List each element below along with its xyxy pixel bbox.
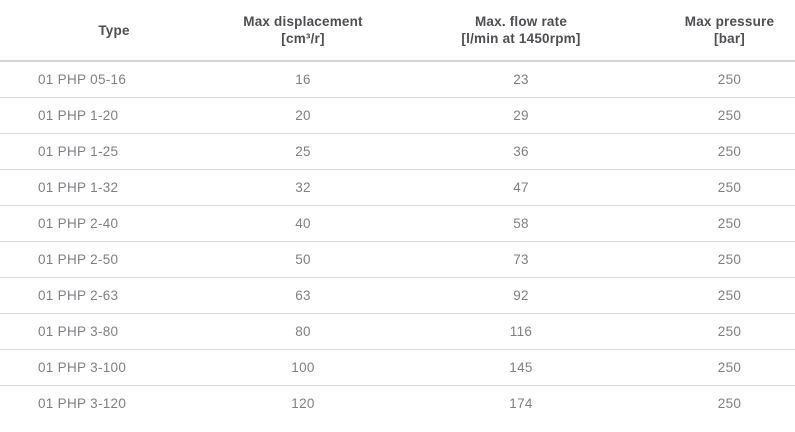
cell-flow: 174 — [509, 396, 533, 411]
cell-flow: 23 — [378, 61, 664, 98]
cell-pressure: 250 — [664, 241, 795, 278]
cell-displacement: 40 — [228, 205, 378, 242]
table-row: 01 PHP 3-120 120 174 250 — [0, 386, 795, 422]
table-row: 01 PHP 2-63 63 92 250 — [0, 277, 795, 314]
cell-type: 01 PHP 2-63 — [0, 277, 228, 314]
table-row: 01 PHP 1-32 32 47 250 — [0, 169, 795, 206]
table-row: 01 PHP 2-50 50 73 250 — [0, 241, 795, 278]
cell-displacement: 120 — [291, 396, 315, 411]
cell-displacement: 16 — [228, 61, 378, 98]
cell-type: 01 PHP 1-25 — [0, 133, 228, 170]
cell-type: 01 PHP 3-120 — [38, 396, 127, 411]
column-header-label: Max. flow rate — [474, 14, 568, 29]
cell-displacement: 80 — [228, 313, 378, 350]
table-row: 01 PHP 2-40 40 58 250 — [0, 205, 795, 242]
cell-type: 01 PHP 3-80 — [0, 313, 228, 350]
cell-flow: 92 — [378, 277, 664, 314]
table-row: 01 PHP 05-16 16 23 250 — [0, 61, 795, 98]
cell-displacement: 100 — [228, 349, 378, 386]
cell-pressure: 250 — [664, 349, 795, 386]
cell-pressure: 250 — [664, 169, 795, 206]
cell-pressure: 250 — [664, 97, 795, 134]
cell-flow: 29 — [378, 97, 664, 134]
table-row: 01 PHP 1-25 25 36 250 — [0, 133, 795, 170]
table-row: 01 PHP 3-80 80 116 250 — [0, 313, 795, 350]
column-header-type: Type — [0, 0, 228, 62]
cell-pressure: 250 — [664, 277, 795, 314]
cell-flow: 47 — [378, 169, 664, 206]
table-row: 01 PHP 3-100 100 145 250 — [0, 349, 795, 386]
column-header-flow: Max. flow rate [l/min at 1450rpm] — [378, 0, 664, 62]
cell-type: 01 PHP 1-20 — [0, 97, 228, 134]
table-row: 01 PHP 1-20 20 29 250 — [0, 97, 795, 134]
table-header: Type Max displacement [cm³/r] Max. flow … — [0, 0, 795, 62]
cell-pressure: 250 — [664, 61, 795, 98]
cell-flow: 36 — [378, 133, 664, 170]
cell-pressure: 250 — [664, 133, 795, 170]
cell-pressure: 250 — [664, 205, 795, 242]
cell-flow: 58 — [378, 205, 664, 242]
cell-displacement: 63 — [228, 277, 378, 314]
cell-flow: 145 — [378, 349, 664, 386]
cell-pressure: 250 — [664, 313, 795, 350]
column-header-pressure: Max pressure [bar] — [664, 0, 795, 62]
cell-pressure: 250 — [717, 396, 742, 411]
cell-type: 01 PHP 3-100 — [0, 349, 228, 386]
cell-type: 01 PHP 2-50 — [0, 241, 228, 278]
column-header-label: Max displacement — [243, 14, 363, 29]
column-header-displacement: Max displacement [cm³/r] — [228, 0, 378, 62]
cell-displacement: 25 — [228, 133, 378, 170]
cell-flow: 73 — [378, 241, 664, 278]
cell-flow: 116 — [378, 313, 664, 350]
table-body: 01 PHP 05-16 16 23 250 01 PHP 1-20 20 29 250 01 … — [0, 61, 795, 421]
cell-type: 01 PHP 2-40 — [0, 205, 228, 242]
column-header-unit: [l/min at 1450rpm] — [461, 31, 581, 46]
column-header-label: Max pressure — [684, 14, 775, 29]
cell-displacement: 20 — [228, 97, 378, 134]
table-header-row: Type Max displacement [cm³/r] Max. flow … — [0, 0, 795, 62]
column-header-unit: [cm³/r] — [281, 31, 325, 46]
column-header-label: Type — [98, 22, 130, 38]
column-header-unit: [bar] — [714, 31, 745, 46]
pump-spec-table: Type Max displacement [cm³/r] Max. flow … — [0, 0, 795, 421]
cell-type: 01 PHP 05-16 — [0, 61, 228, 98]
cell-displacement: 50 — [228, 241, 378, 278]
cell-displacement: 32 — [228, 169, 378, 206]
cell-type: 01 PHP 1-32 — [0, 169, 228, 206]
